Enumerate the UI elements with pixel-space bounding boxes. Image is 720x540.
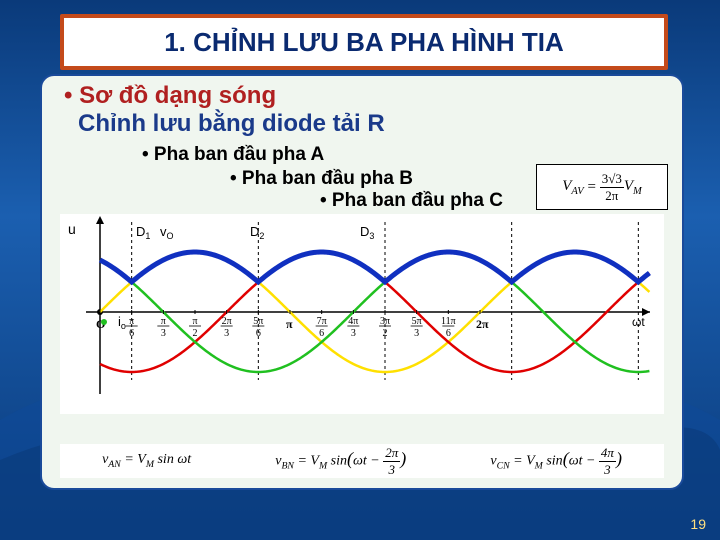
phase-a-label: • Pha ban đầu pha A [142,144,324,166]
svg-text:2π: 2π [222,316,232,327]
svg-text:3: 3 [224,328,229,339]
svg-text:6: 6 [256,328,261,339]
svg-text:4π: 4π [348,316,358,327]
title-text: 1. CHỈNH LƯU BA PHA HÌNH TIA [164,27,564,58]
eq-van: vAN = VM sin ωt [102,452,191,470]
svg-text:u: u [68,221,76,237]
svg-text:6: 6 [129,328,134,339]
waveform-chart: Oπ6π3π22π35π6π7π64π33π25π311π62πuD1D2D3v… [60,214,664,414]
title-bar: 1. CHỈNH LƯU BA PHA HÌNH TIA [60,14,668,70]
svg-text:π: π [192,316,197,327]
subtitle-1: • Sơ đồ dạng sóng [64,82,276,110]
eq-vbn: vBN = VM sin ​(ωt − 2π3) [275,445,406,478]
svg-text:3: 3 [414,328,419,339]
equations-row: vAN = VM sin ωt vBN = VM sin ​(ωt − 2π3)… [60,444,664,478]
formula-vav: VAV = 3√32π VM [536,164,668,210]
svg-text:2: 2 [383,328,388,339]
svg-text:6: 6 [319,328,324,339]
phase-b-label: • Pha ban đầu pha B [230,168,413,190]
svg-text:2π: 2π [476,317,489,331]
phase-c-label: • Pha ban đầu pha C [320,190,503,212]
svg-text:5π: 5π [412,316,422,327]
svg-text:π: π [161,316,166,327]
svg-text:11π: 11π [441,316,456,327]
page-number: 19 [690,516,706,532]
svg-text:6: 6 [446,328,451,339]
svg-text:7π: 7π [317,316,327,327]
svg-text:3π: 3π [380,316,390,327]
svg-text:ωt: ωt [632,315,645,329]
svg-text:π: π [129,316,134,327]
content-panel: • Sơ đồ dạng sóng Chỉnh lưu bằng diode t… [40,74,684,490]
svg-text:2: 2 [193,328,198,339]
eq-vcn: vCN = VM sin ​(ωt − 4π3) [490,445,622,478]
svg-text:π: π [286,317,293,331]
svg-text:5π: 5π [253,316,263,327]
subtitle-2: Chỉnh lưu bằng diode tải R [78,110,385,138]
svg-text:3: 3 [351,328,356,339]
svg-text:3: 3 [161,328,166,339]
